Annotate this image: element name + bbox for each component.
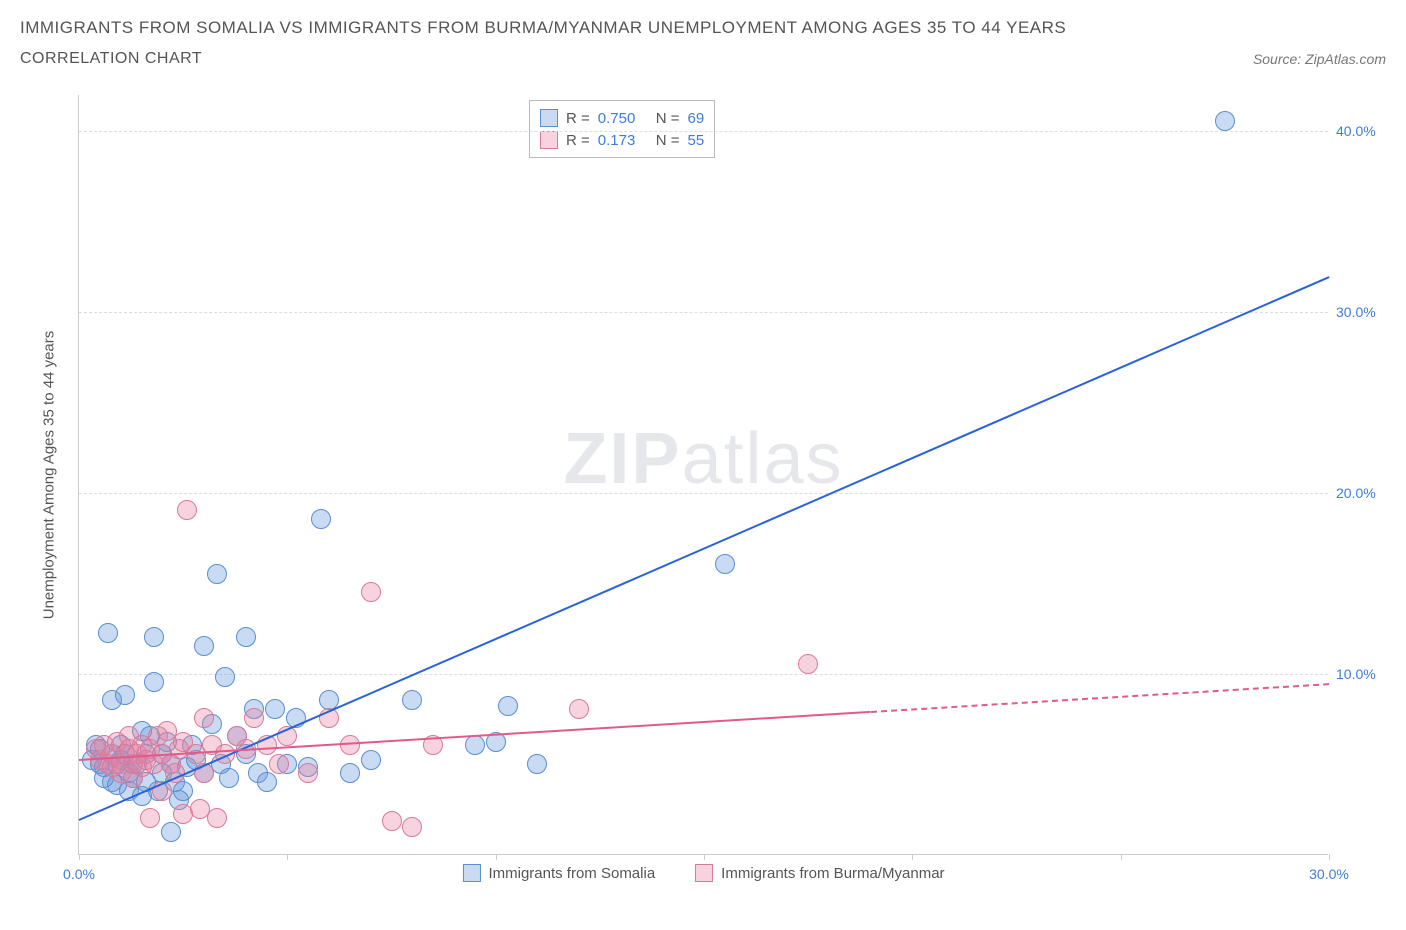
scatter-point <box>361 750 381 770</box>
y-tick-label: 10.0% <box>1336 666 1386 682</box>
legend-item: Immigrants from Burma/Myanmar <box>695 864 944 882</box>
scatter-point <box>361 582 381 602</box>
grid-line <box>79 674 1328 675</box>
scatter-point <box>269 754 289 774</box>
trend-line <box>79 276 1330 821</box>
scatter-point <box>173 781 193 801</box>
scatter-point <box>265 699 285 719</box>
x-tick-label: 0.0% <box>63 866 95 882</box>
scatter-point <box>715 554 735 574</box>
scatter-point <box>177 500 197 520</box>
scatter-point <box>194 636 214 656</box>
grid-line <box>79 493 1328 494</box>
x-tick <box>912 854 913 860</box>
scatter-point <box>236 627 256 647</box>
scatter-point <box>311 509 331 529</box>
scatter-point <box>257 772 277 792</box>
scatter-point <box>382 811 402 831</box>
stats-n-value: 55 <box>688 132 705 149</box>
scatter-point <box>207 808 227 828</box>
grid-line <box>79 131 1328 132</box>
y-axis-title: Unemployment Among Ages 35 to 44 years <box>41 330 58 619</box>
legend-item: Immigrants from Somalia <box>462 864 655 882</box>
trend-line <box>871 683 1329 713</box>
legend-swatch <box>540 109 558 127</box>
scatter-point <box>144 627 164 647</box>
source-label: Source: ZipAtlas.com <box>1253 51 1386 67</box>
stats-legend: R = 0.750 N = 69 R = 0.173 N = 55 <box>529 100 715 158</box>
scatter-point <box>340 763 360 783</box>
x-tick <box>1121 854 1122 860</box>
stats-r-label: R = <box>566 132 590 149</box>
x-tick <box>496 854 497 860</box>
stats-n-value: 69 <box>688 110 705 127</box>
chart-title: IMMIGRANTS FROM SOMALIA VS IMMIGRANTS FR… <box>20 18 1386 38</box>
bottom-legend: Immigrants from Somalia Immigrants from B… <box>462 864 944 882</box>
y-tick-label: 30.0% <box>1336 304 1386 320</box>
scatter-point <box>215 667 235 687</box>
header: IMMIGRANTS FROM SOMALIA VS IMMIGRANTS FR… <box>0 0 1406 68</box>
scatter-point <box>115 685 135 705</box>
x-tick-label: 30.0% <box>1309 866 1349 882</box>
scatter-point <box>98 623 118 643</box>
watermark-bold: ZIP <box>563 419 681 499</box>
chart-container: Unemployment Among Ages 35 to 44 years Z… <box>20 85 1386 905</box>
scatter-point <box>244 708 264 728</box>
plot-area: Unemployment Among Ages 35 to 44 years Z… <box>78 95 1328 855</box>
watermark-light: atlas <box>681 419 843 499</box>
scatter-point <box>298 763 318 783</box>
stats-n-label: N = <box>656 132 680 149</box>
legend-swatch <box>695 864 713 882</box>
legend-label: Immigrants from Somalia <box>488 865 655 882</box>
x-tick <box>79 854 80 860</box>
scatter-point <box>465 735 485 755</box>
legend-label: Immigrants from Burma/Myanmar <box>721 865 944 882</box>
x-tick <box>287 854 288 860</box>
stats-n-label: N = <box>656 110 680 127</box>
stats-r-value: 0.750 <box>598 110 648 127</box>
legend-swatch <box>540 131 558 149</box>
scatter-point <box>569 699 589 719</box>
scatter-point <box>498 696 518 716</box>
scatter-point <box>527 754 547 774</box>
scatter-point <box>402 690 422 710</box>
y-tick-label: 20.0% <box>1336 485 1386 501</box>
x-tick <box>704 854 705 860</box>
chart-subtitle: CORRELATION CHART <box>20 50 202 68</box>
scatter-point <box>340 735 360 755</box>
watermark: ZIPatlas <box>563 418 843 500</box>
subtitle-row: CORRELATION CHART Source: ZipAtlas.com <box>20 50 1386 68</box>
scatter-point <box>194 708 214 728</box>
scatter-point <box>219 768 239 788</box>
scatter-point <box>140 808 160 828</box>
grid-line <box>79 312 1328 313</box>
scatter-point <box>207 564 227 584</box>
scatter-point <box>402 817 422 837</box>
stats-row: R = 0.750 N = 69 <box>540 107 704 129</box>
x-tick <box>1329 854 1330 860</box>
y-tick-label: 40.0% <box>1336 123 1386 139</box>
stats-r-label: R = <box>566 110 590 127</box>
scatter-point <box>798 654 818 674</box>
stats-r-value: 0.173 <box>598 132 648 149</box>
stats-row: R = 0.173 N = 55 <box>540 129 704 151</box>
scatter-point <box>144 672 164 692</box>
scatter-point <box>1215 111 1235 131</box>
scatter-point <box>161 822 181 842</box>
legend-swatch <box>462 864 480 882</box>
